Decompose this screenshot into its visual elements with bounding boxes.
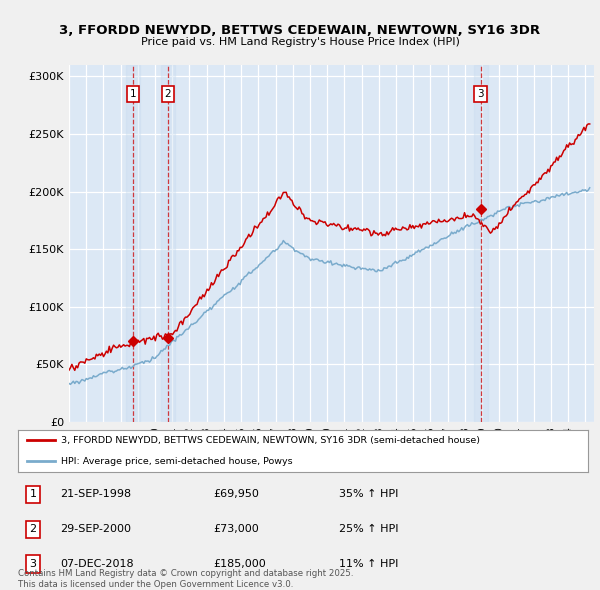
Text: 1: 1 (130, 88, 136, 99)
Text: 3: 3 (478, 88, 484, 99)
Text: £73,000: £73,000 (213, 525, 259, 534)
Text: 3: 3 (29, 559, 37, 569)
Text: 11% ↑ HPI: 11% ↑ HPI (339, 559, 398, 569)
Bar (126, 65, 140, 422)
Text: HPI: Average price, semi-detached house, Powys: HPI: Average price, semi-detached house,… (61, 457, 292, 466)
Text: 1: 1 (29, 490, 37, 499)
Text: 29-SEP-2000: 29-SEP-2000 (60, 525, 131, 534)
Text: 3, FFORDD NEWYDD, BETTWS CEDEWAIN, NEWTOWN, SY16 3DR (semi-detached house): 3, FFORDD NEWYDD, BETTWS CEDEWAIN, NEWTO… (61, 435, 480, 445)
Text: 2: 2 (29, 525, 37, 534)
Bar (161, 65, 175, 422)
Text: 3, FFORDD NEWYDD, BETTWS CEDEWAIN, NEWTOWN, SY16 3DR: 3, FFORDD NEWYDD, BETTWS CEDEWAIN, NEWTO… (59, 24, 541, 37)
Text: £69,950: £69,950 (213, 490, 259, 499)
Text: Contains HM Land Registry data © Crown copyright and database right 2025.
This d: Contains HM Land Registry data © Crown c… (18, 569, 353, 589)
Text: 35% ↑ HPI: 35% ↑ HPI (339, 490, 398, 499)
Text: Price paid vs. HM Land Registry's House Price Index (HPI): Price paid vs. HM Land Registry's House … (140, 37, 460, 47)
Text: 2: 2 (164, 88, 171, 99)
Text: £185,000: £185,000 (213, 559, 266, 569)
Text: 25% ↑ HPI: 25% ↑ HPI (339, 525, 398, 534)
Text: 07-DEC-2018: 07-DEC-2018 (60, 559, 134, 569)
Text: 21-SEP-1998: 21-SEP-1998 (60, 490, 131, 499)
Bar (474, 65, 488, 422)
